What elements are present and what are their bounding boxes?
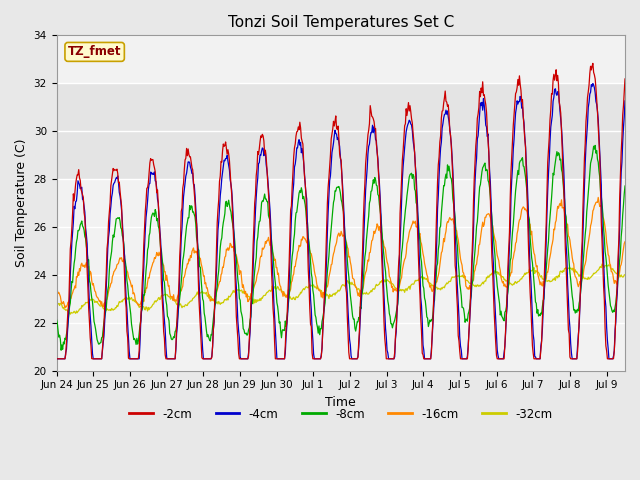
Title: Tonzi Soil Temperatures Set C: Tonzi Soil Temperatures Set C (228, 15, 454, 30)
Legend: -2cm, -4cm, -8cm, -16cm, -32cm: -2cm, -4cm, -8cm, -16cm, -32cm (124, 403, 557, 425)
Bar (56, 83, 625, 179)
Text: TZ_fmet: TZ_fmet (68, 46, 122, 59)
Y-axis label: Soil Temperature (C): Soil Temperature (C) (15, 139, 28, 267)
X-axis label: Time: Time (325, 396, 356, 409)
